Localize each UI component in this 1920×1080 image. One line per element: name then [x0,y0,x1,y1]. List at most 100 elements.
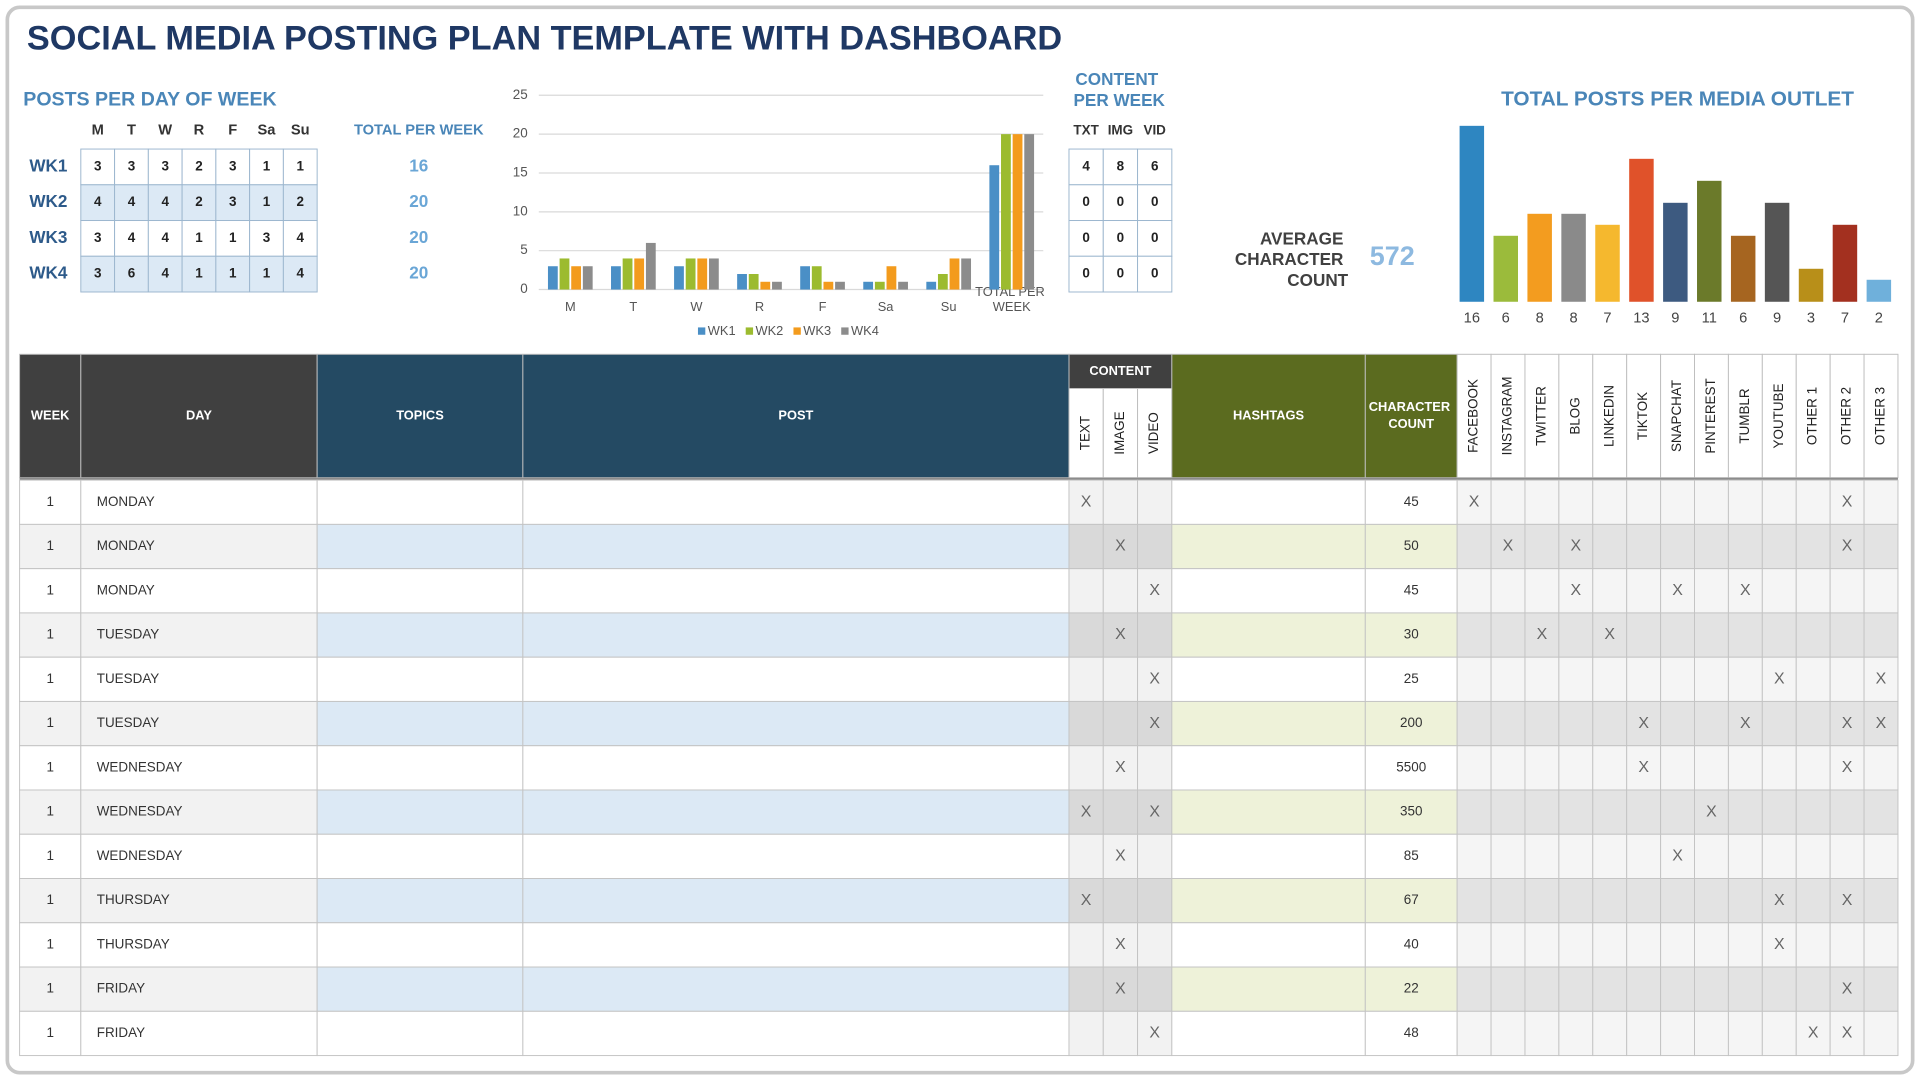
table-cell [19,612,82,658]
cell-value: 0 [1117,230,1124,245]
cell-value: 0 [1151,194,1158,209]
table-cell [1592,656,1628,702]
cell-text: TUESDAY [97,671,160,686]
row-label: WK3 [29,228,67,247]
header-cell [522,353,1070,479]
table-cell [1524,789,1560,835]
table-cell [1795,700,1831,747]
table-cell [1524,656,1560,702]
table-cell [1068,255,1104,293]
cell-text: 48 [1404,1025,1419,1040]
cell-text: X [1638,759,1649,776]
cell-value: 4 [297,266,305,281]
table-cell [19,833,82,879]
table-cell [1727,1010,1763,1057]
table-cell [1795,878,1831,924]
table-cell [1592,568,1628,614]
cell-value: 4 [94,194,102,209]
cell-text: X [1081,493,1092,510]
table-cell [80,220,116,257]
table-cell [114,148,149,186]
bar [611,266,621,290]
y-tick-label: 15 [513,165,528,180]
table-cell [1660,922,1695,968]
cell-text: 22 [1404,981,1419,996]
bar [1024,134,1035,290]
table-cell [1171,878,1366,924]
cell-text: 85 [1404,848,1419,863]
bar [800,266,810,290]
table-cell [215,255,251,293]
cell-value: 2 [297,194,304,209]
bar [697,258,708,290]
table-cell [1490,656,1526,702]
cell-text: 1 [46,936,53,951]
table-cell [1558,1010,1594,1057]
table-cell [1068,612,1104,658]
cell-value: 3 [128,158,135,173]
table-cell [1102,479,1139,525]
table-cell [1761,1010,1797,1057]
table-cell [1660,878,1695,924]
header-cell [19,353,82,479]
cell-text: X [1774,936,1785,953]
cell-value: 3 [229,158,236,173]
table-cell [80,656,318,702]
table-cell [19,789,82,835]
y-tick-label: 5 [520,242,527,257]
bar [989,165,1000,290]
bar [1798,268,1824,302]
table-cell [1456,656,1492,702]
table-cell [1102,148,1139,186]
cell-value: 4 [161,194,169,209]
column-header: W [158,123,172,139]
bar [748,274,759,290]
bar [823,281,834,290]
cell-text: FRIDAY [97,1025,145,1040]
cell-text: X [1537,626,1548,643]
bar [835,281,845,290]
header-cell [1102,388,1139,479]
cell-text: 1 [46,848,53,863]
value-label: 7 [1841,311,1849,327]
table-cell [1456,612,1492,658]
cell-text: X [1774,671,1785,688]
table-cell [1863,700,1899,747]
cell-text: X [1842,1025,1853,1042]
cell-text: X [1081,892,1092,909]
row-label: WK2 [29,192,67,211]
table-cell [1490,789,1526,835]
table-cell [1524,523,1560,570]
bar [1561,213,1586,302]
cell-text: X [1115,936,1126,953]
bar [1663,202,1688,302]
value-label: 6 [1739,311,1747,327]
table-cell [1558,745,1594,791]
table-cell [1171,612,1366,658]
y-tick-label: 0 [520,281,527,296]
column-header: INSTAGRAM [1500,377,1515,456]
bar [772,281,782,290]
table-cell [1626,656,1662,702]
table-cell [1137,568,1173,614]
table-cell [19,523,82,570]
table-cell [1171,568,1366,614]
table-cell [1102,700,1139,747]
y-tick-label: 10 [513,203,528,218]
cell-value: 1 [195,230,203,245]
table-cell [1863,966,1899,1012]
cell-text: 30 [1404,627,1419,642]
table-cell [1694,966,1729,1012]
table-cell [1829,523,1865,570]
table-cell [1863,656,1899,702]
cell-text: X [1672,848,1683,865]
cell-value: 1 [195,266,203,281]
bar [886,266,897,290]
cell-text: X [1149,671,1160,688]
table-cell [1137,878,1173,924]
bar [961,258,972,290]
table-cell [1364,523,1458,570]
table-cell [316,833,524,879]
bar [863,281,874,290]
column-header: TEXT [1078,416,1093,450]
